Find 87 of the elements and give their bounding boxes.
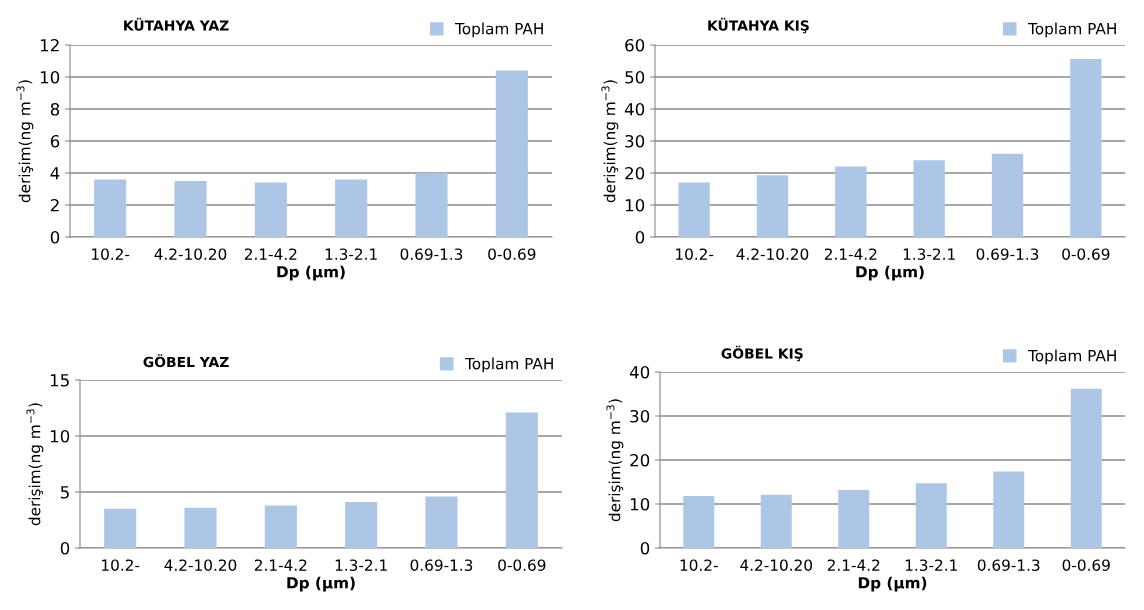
chart-title: GÖBEL KIŞ <box>721 345 803 362</box>
x-tick-label: 0-0.69 <box>1062 248 1110 260</box>
bar <box>184 507 217 548</box>
legend-label: Toplam PAH <box>455 22 543 38</box>
bar <box>254 182 287 237</box>
legend-label: Toplam PAH <box>1028 22 1116 38</box>
bar <box>1070 59 1102 237</box>
x-tick-label: 1.3-2.1 <box>335 559 387 571</box>
y-tick-label: 2 <box>50 198 59 212</box>
x-tick-label: 0.69-1.3 <box>410 559 473 571</box>
x-tick-label: 10.2- <box>676 248 714 260</box>
x-tick-label: 0.69-1.3 <box>400 248 463 260</box>
y-tick-label: 50 <box>625 70 645 84</box>
y-tick-label: 0 <box>640 541 650 555</box>
legend-label: Toplam PAH <box>1028 349 1116 365</box>
x-axis-title: Dp (µm) <box>856 265 924 281</box>
x-tick-label: 1.3-2.1 <box>905 559 957 571</box>
bar <box>915 483 947 548</box>
bar <box>425 496 458 548</box>
x-tick-label: 10.2- <box>92 248 130 260</box>
bar <box>683 496 715 548</box>
y-tick-label: 10 <box>40 70 60 84</box>
x-tick-label: 10.2- <box>680 559 718 571</box>
y-tick-label: 5 <box>60 486 69 499</box>
y-tick-label: 60 <box>625 38 645 52</box>
bar <box>835 166 867 237</box>
bar <box>264 505 297 548</box>
y-tick-label: 40 <box>629 365 650 379</box>
y-axis-title: derişim(ng m$^{−3}$) <box>16 80 34 203</box>
x-tick-label: 4.2-10.20 <box>164 559 237 571</box>
bar <box>94 179 127 237</box>
x-tick-label: 4.2-10.20 <box>740 559 813 571</box>
y-tick-label: 20 <box>625 166 645 180</box>
bar <box>345 502 378 548</box>
y-axis-title: derişim(ng m$^{−3}$) <box>26 403 44 526</box>
y-tick-label: 10 <box>625 198 645 212</box>
y-tick-label: 10 <box>50 429 70 443</box>
y-tick-label: 0 <box>635 230 645 244</box>
x-axis-title: Dp (µm) <box>287 576 355 592</box>
y-tick-label: 10 <box>630 497 650 511</box>
bar <box>1070 388 1102 548</box>
x-tick-label: 0-0.69 <box>488 248 536 260</box>
bar <box>991 153 1024 237</box>
bar <box>993 471 1025 548</box>
x-tick-label: 4.2-10.20 <box>154 248 227 260</box>
x-tick-label: 0.69-1.3 <box>976 248 1039 260</box>
x-axis-title: Dp (µm) <box>277 265 345 281</box>
y-tick-label: 20 <box>630 453 650 467</box>
bar <box>838 489 870 548</box>
y-tick-label: 0 <box>60 541 70 555</box>
bar <box>174 181 207 237</box>
y-tick-label: 40 <box>624 102 645 116</box>
y-tick-label: 0 <box>50 230 60 244</box>
y-tick-label: 30 <box>630 409 650 423</box>
y-tick-label: 15 <box>50 374 69 387</box>
bar <box>495 70 528 237</box>
y-axis-title: derişim(ng m$^{−3}$) <box>606 399 624 522</box>
bar <box>760 494 792 548</box>
chart-title: GÖBEL YAZ <box>143 354 229 368</box>
x-tick-label: 2.1-4.2 <box>824 248 877 260</box>
x-tick-label: 10.2- <box>102 559 140 571</box>
x-tick-label: 2.1-4.2 <box>244 248 297 260</box>
bar <box>415 173 448 237</box>
y-tick-label: 4 <box>50 167 60 180</box>
y-tick-label: 12 <box>40 38 59 52</box>
legend-label: Toplam PAH <box>465 357 553 373</box>
x-tick-label: 0.69-1.3 <box>977 559 1040 571</box>
bar <box>678 182 710 237</box>
x-tick-label: 0-0.69 <box>1062 559 1110 571</box>
y-tick-label: 8 <box>50 102 60 116</box>
chart-title: KÜTAHYA KIŞ <box>708 17 809 34</box>
x-axis-title: Dp (µm) <box>858 576 927 592</box>
bar <box>756 175 789 237</box>
bar <box>505 412 538 548</box>
chart-title: KÜTAHYA YAZ <box>124 17 229 31</box>
y-tick-label: 30 <box>625 134 645 148</box>
y-tick-label: 6 <box>50 134 60 148</box>
x-tick-label: 1.3-2.1 <box>903 248 955 260</box>
x-tick-label: 2.1-4.2 <box>827 559 880 571</box>
x-tick-label: 0-0.69 <box>498 559 546 571</box>
bar <box>335 179 368 237</box>
bar <box>104 508 137 548</box>
x-tick-label: 4.2-10.20 <box>736 248 809 260</box>
x-tick-label: 1.3-2.1 <box>325 248 377 260</box>
bar <box>913 160 945 237</box>
y-axis-title: derişim(ng m$^{−3}$) <box>601 80 619 203</box>
x-tick-label: 2.1-4.2 <box>254 559 307 571</box>
